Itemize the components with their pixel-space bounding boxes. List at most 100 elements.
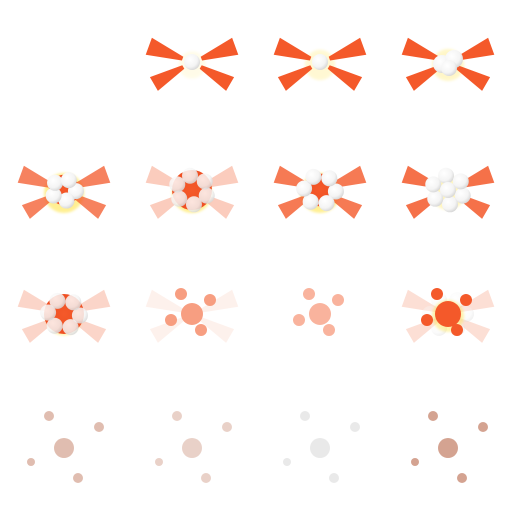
explosion-ray [455,65,491,91]
fire-fragment [421,314,433,326]
smoke-puff [321,170,338,187]
smoke-puff [452,173,469,190]
smoke-puff [169,176,186,193]
explosion-ray [328,37,367,61]
frame-10 [145,288,239,343]
scatter-group [165,288,216,336]
explosion-ray [328,165,367,189]
ember-fragment [172,411,182,421]
explosion-ray [17,165,56,189]
smoke-puff [438,167,455,184]
frame-12 [401,288,495,343]
fire-fragment [204,294,216,306]
ember-fragment [350,422,360,432]
fire-fragment [293,314,305,326]
ember-fragment [411,458,419,466]
explosion-ray [327,193,363,219]
frame-2 [145,37,239,91]
smoke-puff [185,196,202,213]
explosion-ray [71,193,107,219]
frame-8 [401,165,495,219]
ember-core [438,438,458,458]
explosion-ray [327,65,363,91]
ember-fragment [457,473,467,483]
explosion-ray [455,317,491,343]
fire-fragment [332,294,344,306]
ember-fragment [73,473,83,483]
ember-fragment [428,411,438,421]
fire-core [181,303,203,325]
scatter-group [293,288,344,336]
ember-fragment [329,473,339,483]
smoke-puff [312,54,328,70]
smoke-puff [196,173,213,190]
ember-core [310,438,330,458]
smoke-puff [198,187,215,204]
frame-4 [401,37,495,91]
ember-fragment [300,411,310,421]
frame-3 [273,37,367,91]
smoke-puff [182,167,199,184]
ember-fragment [44,411,54,421]
explosion-ray [401,37,440,61]
frame-6 [145,165,239,219]
smoke-puff [65,294,82,311]
scatter-group [421,288,474,336]
explosion-ray [145,37,184,61]
explosion-ray [199,65,235,91]
ray-group [401,289,495,343]
smoke-puff [440,182,456,198]
ember-group [155,411,232,483]
fire-fragment [195,324,207,336]
fire-fragment [303,288,315,300]
smoke-puff [305,168,322,185]
ray-group [145,37,239,91]
fire-fragment [431,288,443,300]
ember-core [54,438,74,458]
frame-11 [293,288,344,336]
fire-fragment [323,324,335,336]
smoke-puff [45,187,62,204]
smoke-puff [60,172,77,189]
smoke-puff [47,174,64,191]
smoke-puff [71,307,88,324]
smoke-puff [296,180,313,197]
ember-fragment [283,458,291,466]
explosion-ray [456,37,495,61]
smoke-puff [302,193,319,210]
ray-group [401,37,495,91]
smoke-puff [58,192,75,209]
ember-fragment [478,422,488,432]
ember-fragment [201,473,211,483]
ember-core [182,438,202,458]
smoke-puff [425,176,442,193]
explosion-ray [405,65,441,91]
explosion-ray [273,37,312,61]
frame-16 [411,411,488,483]
smoke-puff [62,319,79,336]
frame-7 [273,165,367,219]
ray-group [273,37,367,91]
ember-fragment [222,422,232,432]
frame-5 [17,165,111,219]
explosion-ray [72,165,111,189]
smoke-puff [40,304,57,321]
explosion-ray [199,317,235,343]
fire-core [309,303,331,325]
fire-fragment [460,294,472,306]
ember-group [27,411,104,483]
fire-fragment [175,288,187,300]
ember-group [411,411,488,483]
smoke-puff [184,54,200,70]
smoke-puff [327,183,344,200]
ember-fragment [94,422,104,432]
fire-fragment [165,314,177,326]
smoke-puff [171,190,188,207]
explosion-ray [200,289,239,313]
smoke-puff [441,196,458,213]
fire-core [435,301,461,327]
explosion-ray [149,65,185,91]
smoke-puff [441,60,457,76]
frame-14 [155,411,232,483]
